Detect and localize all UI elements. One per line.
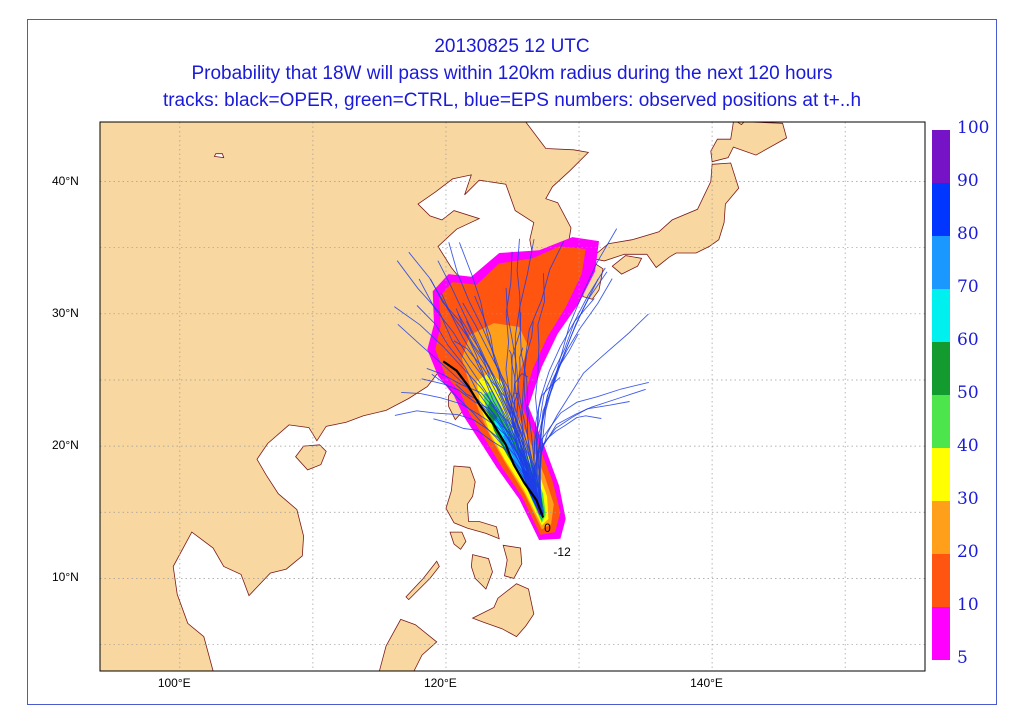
eps-track — [394, 410, 544, 518]
colorbar-label: 30 — [957, 489, 979, 509]
latitude-label: 30°N — [52, 305, 79, 320]
land-mindanao — [471, 583, 535, 638]
oper-track — [442, 360, 545, 518]
colorbar-label: 70 — [957, 277, 979, 297]
land-borneo-tip — [378, 618, 438, 671]
colorbar-swatch-40 — [932, 395, 950, 448]
colorbar-label: 100 — [957, 118, 990, 138]
land-mongolia-lake — [213, 153, 225, 159]
land-mindoro — [449, 531, 467, 550]
longitude-label: 100°E — [157, 676, 191, 690]
colorbar-swatch-50 — [932, 342, 950, 395]
colorbar-label: 60 — [957, 330, 979, 350]
colorbar-swatch-60 — [932, 289, 950, 342]
colorbar-label: 10 — [957, 595, 979, 615]
eps-track — [516, 238, 544, 518]
observed-position-label: 0 — [544, 521, 551, 536]
eps-track — [538, 415, 602, 518]
gridlines — [100, 122, 925, 671]
eps-track — [508, 349, 544, 518]
colorbar-label: 90 — [957, 171, 979, 191]
plot-frame — [27, 19, 997, 705]
colorbar-swatch-90 — [932, 130, 950, 183]
eps-track — [536, 333, 579, 518]
title-legend-note: tracks: black=OPER, green=CTRL, blue=EPS… — [162, 90, 862, 111]
colorbar-label: 40 — [957, 436, 979, 456]
latitude-label: 40°N — [52, 173, 79, 188]
eps-track — [516, 347, 544, 518]
eps-tracks — [394, 228, 649, 518]
latitude-label: 10°N — [52, 570, 79, 585]
title-date: 20130825 12 UTC — [434, 36, 590, 57]
longitude-label: 120°E — [423, 676, 457, 690]
colorbar-swatch-5 — [932, 607, 950, 660]
eps-track — [397, 323, 544, 518]
eps-track — [465, 320, 544, 518]
eps-track — [453, 340, 544, 518]
colorbar-label: 5 — [957, 648, 968, 668]
longitude-label: 140°E — [690, 676, 723, 690]
observed-position-label: -12 — [553, 544, 571, 559]
colorbar-label: 50 — [957, 383, 979, 403]
latitude-label: 20°N — [52, 438, 79, 453]
colorbar-label: 20 — [957, 542, 979, 562]
land-panay-negros — [470, 554, 493, 590]
land-samar-leyte — [502, 544, 523, 579]
colorbar-swatch-80 — [932, 183, 950, 236]
colorbar-swatch-10 — [932, 554, 950, 607]
colorbar-swatch-70 — [932, 236, 950, 289]
land-layer — [100, 122, 788, 671]
land-luzon — [445, 465, 500, 540]
land-shikoku — [611, 255, 643, 275]
title-description: Probability that 18W will pass within 12… — [191, 63, 833, 84]
land-hokkaido — [710, 122, 788, 163]
land-sakhalin-tip — [736, 122, 745, 126]
land-honshu — [590, 162, 740, 269]
map-border — [99, 121, 926, 672]
colorbar-swatch-20 — [932, 501, 950, 554]
colorbar-label: 80 — [957, 224, 979, 244]
eps-track — [521, 241, 565, 518]
colorbar — [932, 130, 950, 660]
colorbar-swatch-30 — [932, 448, 950, 501]
